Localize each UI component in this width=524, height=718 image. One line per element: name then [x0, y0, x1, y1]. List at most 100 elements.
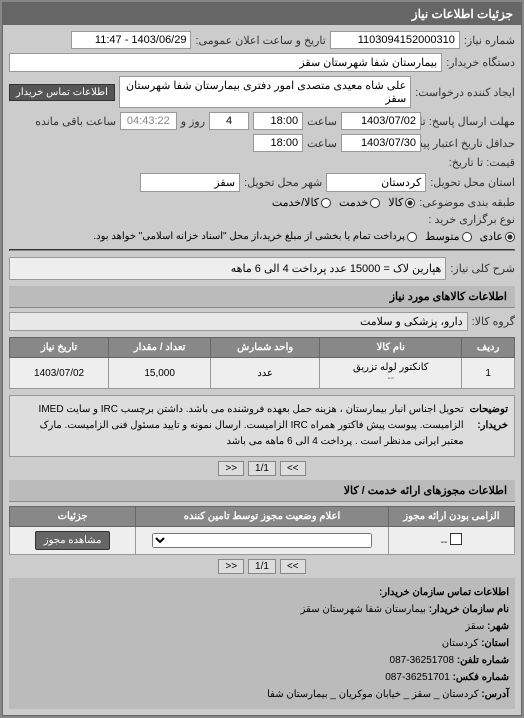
row-goods-group: گروه کالا: دارو، پزشکی و سلامت	[9, 312, 515, 331]
category-radios: کالا خدمت کالا/خدمت	[272, 196, 415, 209]
th-qty: تعداد / مقدار	[109, 338, 211, 358]
footer-addr-row: آدرس: کردستان _ سقز _ خیابان موکریان _ ب…	[15, 686, 509, 703]
td-details: مشاهده مجوز	[10, 527, 136, 555]
mandatory-text: --	[441, 537, 448, 548]
contact-button[interactable]: اطلاعات تماس خریدار	[9, 84, 115, 101]
panel-title: جزئیات اطلاعات نیاز	[3, 3, 521, 25]
footer-addr-label: آدرس:	[481, 689, 509, 700]
remain-time: 04:43:22	[120, 112, 177, 130]
row-purchase-type: نوع برگزاری خرید : عادی متوسط پرداخت تما…	[9, 213, 515, 243]
radio-medium[interactable]: متوسط	[425, 230, 472, 243]
footer-fax: 36251701-087	[385, 672, 450, 683]
radio-normal-label: عادی	[480, 230, 503, 243]
table-header-row: ردیف نام کالا واحد شمارش تعداد / مقدار ت…	[10, 338, 515, 358]
footer-fax-label: شماره فکس:	[453, 672, 509, 683]
permits-table: الزامی بودن ارائه مجوز اعلام وضعیت مجوز …	[9, 506, 515, 555]
footer-city-label: شهر:	[487, 621, 509, 632]
main-desc-label: شرح کلی نیاز:	[450, 262, 515, 275]
radio-treasury[interactable]: پرداخت تمام یا بخشی از مبلغ خرید،از محل …	[93, 231, 417, 242]
radio-treasury-label: پرداخت تمام یا بخشی از مبلغ خرید،از محل …	[93, 231, 405, 242]
radio-kala[interactable]: کالا	[388, 196, 415, 209]
footer-org-label: نام سازمان خریدار:	[429, 604, 509, 615]
radio-dot-icon	[505, 232, 515, 242]
page-current: 1/1	[248, 461, 276, 476]
radio-both-label: کالا/خدمت	[272, 196, 319, 209]
radio-khedmat[interactable]: خدمت	[339, 196, 380, 209]
status-select[interactable]	[152, 533, 371, 548]
permits-header-row: الزامی بودن ارائه مجوز اعلام وضعیت مجوز …	[10, 507, 515, 527]
datetime-label: تاریخ و ساعت اعلان عمومی:	[195, 34, 325, 47]
goods-name: کانکتور لوله تزریق	[324, 362, 457, 373]
row-location: استان محل تحویل: کردستان شهر محل تحویل: …	[9, 173, 515, 192]
radio-medium-label: متوسط	[425, 230, 460, 243]
deadline-time: 18:00	[253, 112, 303, 130]
main-desc-value: هپارین لاک = 15000 عدد پرداخت 4 الی 6 ما…	[9, 257, 446, 280]
row-category: طبقه بندی موضوعی: کالا خدمت کالا/خدمت	[9, 196, 515, 209]
price-deadline-label: قیمت: تا تاریخ:	[449, 156, 515, 169]
province-label: استان محل تحویل:	[430, 176, 515, 189]
permits-title: اطلاعات مجوزهای ارائه خدمت / کالا	[9, 480, 515, 502]
view-permit-button[interactable]: مشاهده مجوز	[35, 531, 111, 550]
page-next[interactable]: >>	[280, 461, 306, 476]
buyer-value: بیمارستان شفا شهرستان سقز	[9, 53, 442, 72]
buyer-label: دستگاه خریدار:	[446, 56, 515, 69]
goods-code: --	[324, 373, 457, 384]
remain-days: 4	[209, 112, 249, 130]
radio-dot-icon	[321, 198, 331, 208]
page-prev-2[interactable]: <<	[218, 559, 244, 574]
footer-prov-label: استان:	[481, 638, 509, 649]
permits-row: -- مشاهده مجوز	[10, 527, 515, 555]
row-req-num: شماره نیاز: 1103094152000310 تاریخ و ساع…	[9, 31, 515, 49]
th-unit: واحد شمارش	[211, 338, 320, 358]
page-current-2: 1/1	[248, 559, 276, 574]
row-price-deadline: قیمت: تا تاریخ:	[9, 156, 515, 169]
radio-khedmat-label: خدمت	[339, 196, 368, 209]
mandatory-checkbox[interactable]	[450, 533, 462, 545]
th-details: جزئیات	[10, 507, 136, 527]
radio-normal[interactable]: عادی	[480, 230, 515, 243]
row-main-desc: شرح کلی نیاز: هپارین لاک = 15000 عدد پرد…	[9, 257, 515, 280]
row-min-valid: حداقل تاریخ اعتبار پیشنهاد: تا تاریخ: 14…	[9, 134, 515, 152]
province-value: کردستان	[326, 173, 426, 192]
td-qty: 15,000	[109, 358, 211, 389]
row-requester: ایجاد کننده درخواست: علی شاه معیدی متصدی…	[9, 76, 515, 108]
divider	[9, 249, 515, 251]
panel-body: شماره نیاز: 1103094152000310 تاریخ و ساع…	[3, 25, 521, 715]
footer-tel-row: شماره تلفن: 36251708-087	[15, 652, 509, 669]
row-buyer: دستگاه خریدار: بیمارستان شفا شهرستان سقز	[9, 53, 515, 72]
th-row: ردیف	[462, 338, 515, 358]
min-valid-label: حداقل تاریخ اعتبار پیشنهاد: تا تاریخ:	[425, 137, 515, 150]
deadline-date: 1403/07/02	[341, 112, 421, 130]
radio-both[interactable]: کالا/خدمت	[272, 196, 331, 209]
footer-org: بیمارستان شفا شهرستان سقز	[301, 604, 426, 615]
pagination-goods: >> 1/1 <<	[9, 457, 515, 480]
req-num-label: شماره نیاز:	[464, 34, 515, 47]
purchase-type-label: نوع برگزاری خرید :	[428, 213, 515, 226]
requester-label: ایجاد کننده درخواست:	[415, 86, 515, 99]
remain-suffix: ساعت باقی مانده	[35, 115, 116, 128]
td-name: کانکتور لوله تزریق --	[320, 358, 462, 389]
purchase-type-radios: عادی متوسط پرداخت تمام یا بخشی از مبلغ خ…	[93, 230, 515, 243]
footer-contact: اطلاعات تماس سازمان خریدار: نام سازمان خ…	[9, 578, 515, 709]
min-valid-date: 1403/07/30	[341, 134, 421, 152]
footer-prov: کردستان	[442, 638, 479, 649]
radio-dot-icon	[462, 232, 472, 242]
time-label-1: ساعت	[307, 115, 337, 128]
goods-info-title: اطلاعات کالاهای مورد نیاز	[9, 286, 515, 308]
note-text: تحویل اجناس انبار بیمارستان ، هزینه حمل …	[16, 402, 464, 450]
radio-dot-icon	[407, 232, 417, 242]
deadline-label: مهلت ارسال پاسخ: تا تاریخ:	[425, 115, 515, 128]
footer-title: اطلاعات تماس سازمان خریدار:	[15, 584, 509, 601]
remain-days-label: روز و	[181, 115, 205, 128]
footer-addr: کردستان _ سقز _ خیابان موکریان _ بیمارست…	[267, 689, 479, 700]
td-mandatory: --	[388, 527, 514, 555]
td-row: 1	[462, 358, 515, 389]
city-label: شهر محل تحویل:	[244, 176, 322, 189]
page-next-2[interactable]: >>	[280, 559, 306, 574]
main-panel: جزئیات اطلاعات نیاز شماره نیاز: 11030941…	[2, 2, 522, 716]
page-prev[interactable]: <<	[218, 461, 244, 476]
city-value: سقز	[140, 173, 240, 192]
goods-table: ردیف نام کالا واحد شمارش تعداد / مقدار ت…	[9, 337, 515, 389]
pagination-permits: >> 1/1 <<	[9, 555, 515, 578]
footer-prov-row: استان: کردستان	[15, 635, 509, 652]
